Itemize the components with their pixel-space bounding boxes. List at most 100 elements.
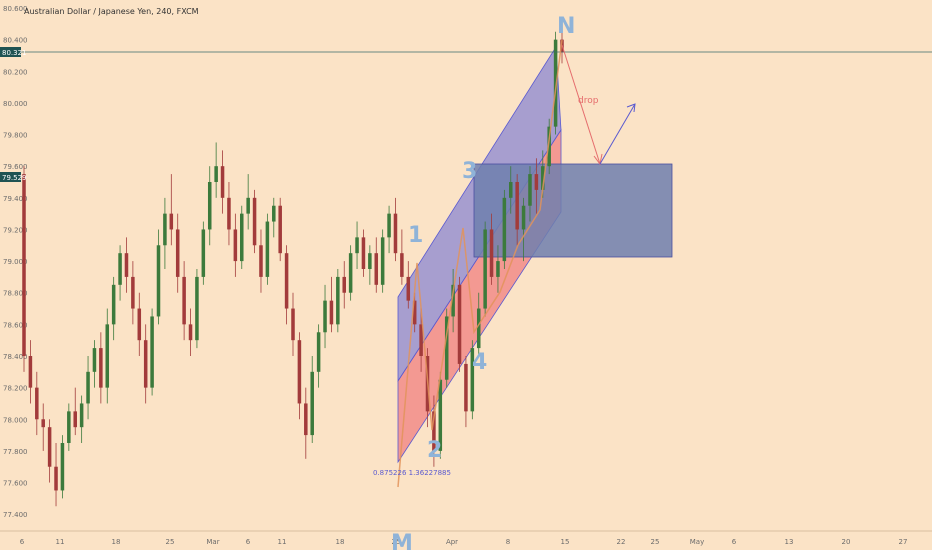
candle-body — [73, 411, 77, 428]
candle-body — [451, 284, 455, 317]
candle-body — [233, 229, 238, 262]
x-tick-label: 13 — [785, 538, 794, 546]
candle-body — [444, 316, 449, 380]
candle-body — [252, 197, 257, 246]
candle-body — [291, 308, 295, 341]
left-price-tag — [0, 172, 21, 182]
candle-body — [195, 276, 199, 341]
candle-body — [496, 261, 500, 277]
candle-body — [400, 253, 404, 277]
wave-path-line — [397, 39, 563, 488]
candle-body — [534, 174, 539, 190]
candle-body — [521, 205, 526, 230]
candle-body — [182, 276, 186, 325]
candle-body — [272, 205, 276, 222]
left-price-tag-text: 79.529 — [2, 174, 27, 182]
candle-body — [156, 245, 161, 317]
candle-body — [131, 276, 135, 309]
target-zone-box — [473, 163, 673, 258]
x-tick-label: 27 — [899, 538, 908, 546]
candle-body — [214, 166, 218, 182]
candle-body — [201, 229, 206, 277]
candle-body — [35, 387, 39, 420]
candle-body — [227, 197, 231, 230]
candle-body — [547, 126, 551, 167]
candle-body — [137, 308, 142, 341]
candle-body — [265, 221, 270, 277]
candle-body — [387, 213, 391, 238]
last-price-tag-text: 80.321 — [2, 49, 27, 57]
x-tick-label: 22 — [617, 538, 626, 546]
up-arrow-head — [626, 103, 636, 113]
x-tick-label: 6 — [732, 538, 737, 546]
x-tick-label: 18 — [336, 538, 345, 546]
candle-body — [361, 237, 366, 269]
candle-body — [509, 182, 513, 198]
last-price-tag — [0, 47, 21, 57]
candle-body — [502, 197, 507, 262]
up-arrow — [599, 103, 636, 165]
candle-body — [54, 466, 58, 491]
x-axis: 6 11 18 25 Mar 6 11 18 25 Apr 8 15 22 25 May 6 13 20 27 — [20, 538, 908, 546]
candle-body — [150, 316, 154, 388]
candle-body — [99, 348, 103, 388]
candle-body — [432, 411, 436, 451]
candle-body — [41, 419, 45, 428]
x-tick-label: 8 — [506, 538, 510, 546]
x-tick-label: 18 — [112, 538, 121, 546]
fib-label: 0.875226 1.36227885 — [373, 469, 451, 477]
wave-label-4: 4 — [472, 350, 487, 375]
candle-body — [188, 324, 193, 341]
y-tick-label: 80.400 — [3, 37, 28, 45]
candle-body — [528, 174, 532, 206]
candle-body — [438, 379, 443, 451]
candle-body — [374, 253, 379, 285]
x-tick-label: May — [690, 538, 704, 546]
candle-body — [419, 324, 423, 356]
chart-title: Australian Dollar / Japanese Yen, 240, F… — [24, 7, 199, 16]
candle-body — [476, 308, 481, 349]
drop-label: drop — [578, 96, 599, 106]
x-tick-label: 15 — [561, 538, 570, 546]
candle-body — [412, 300, 417, 325]
drop-arrow — [561, 44, 601, 165]
candle-body — [316, 332, 321, 372]
candle-body — [47, 427, 52, 467]
wave-label-1: 1 — [408, 223, 423, 248]
candle-body — [310, 371, 314, 436]
candle-body — [304, 403, 308, 436]
y-tick-label: 79.400 — [3, 195, 28, 203]
candle-body — [163, 213, 167, 246]
candle-body — [86, 371, 90, 404]
candle-body — [329, 300, 334, 325]
y-tick-label: 80.200 — [3, 68, 28, 76]
wave-label-3: 3 — [462, 159, 477, 184]
y-tick-label: 78.000 — [3, 416, 28, 424]
candle-body — [246, 197, 250, 214]
candle-body — [118, 253, 122, 285]
x-tick-label: 6 — [20, 538, 25, 546]
y-tick-label: 79.800 — [3, 132, 28, 140]
y-tick-label: 77.800 — [3, 448, 28, 456]
candle-body — [342, 276, 346, 293]
candle-body — [111, 284, 116, 325]
candle-body — [553, 39, 558, 127]
candle-body — [169, 213, 174, 230]
candle-body — [278, 205, 282, 254]
candle-body — [483, 229, 487, 309]
candle-body — [67, 411, 71, 443]
candle-body — [348, 253, 353, 293]
x-tick-label: Apr — [446, 538, 458, 546]
wave-label-2: 2 — [427, 438, 442, 463]
candles — [22, 31, 564, 507]
candle-body — [393, 213, 398, 254]
x-tick-label: 11 — [56, 538, 65, 546]
wave-label-n: N — [557, 14, 575, 39]
candle-body — [336, 276, 340, 325]
y-tick-label: 78.600 — [3, 321, 28, 329]
x-tick-label: 25 — [392, 538, 401, 546]
y-tick-label: 78.400 — [3, 353, 28, 361]
wave-label-m: M — [391, 531, 413, 550]
x-tick-label: 11 — [278, 538, 287, 546]
